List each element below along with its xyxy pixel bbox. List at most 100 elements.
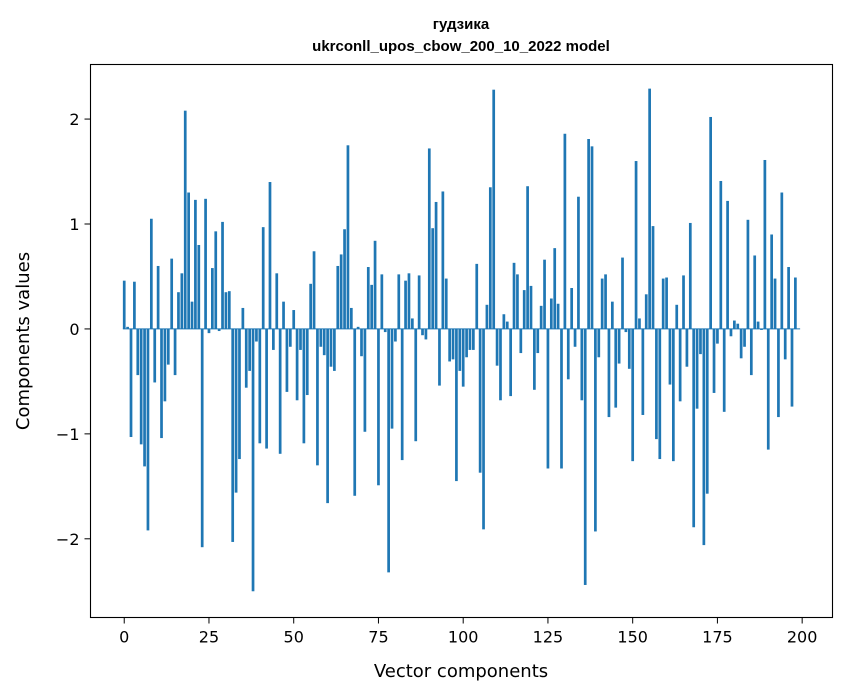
y-axis: −2 −1 0 1 2	[56, 110, 91, 549]
bar	[177, 292, 180, 329]
bar	[427, 148, 431, 329]
bar	[597, 328, 601, 358]
bar	[146, 328, 150, 531]
bar	[438, 328, 441, 386]
y-axis-label: Components values	[13, 252, 34, 430]
bar	[434, 201, 438, 329]
bar	[655, 328, 658, 440]
bar	[485, 304, 489, 329]
x-tick-label: 50	[284, 628, 304, 647]
bar	[766, 328, 770, 450]
bar	[329, 328, 333, 367]
bar	[587, 139, 590, 329]
bar	[241, 307, 245, 329]
bar	[705, 328, 709, 494]
bar	[448, 328, 451, 362]
bar	[183, 110, 187, 329]
bar	[295, 328, 299, 401]
bar	[475, 263, 479, 329]
bar	[634, 161, 638, 329]
bar	[509, 328, 513, 397]
bar	[122, 280, 126, 329]
bar	[695, 328, 699, 409]
bar	[763, 159, 767, 329]
bar	[712, 328, 716, 393]
bar	[522, 290, 526, 329]
y-tick-label: 0	[69, 320, 79, 339]
bar	[370, 284, 374, 329]
bar	[444, 278, 448, 329]
x-axis: 0 25 50 75 100 125 150 175 200	[119, 617, 817, 647]
bar	[488, 187, 492, 329]
bar	[617, 328, 621, 364]
bar	[566, 328, 570, 380]
bar	[648, 88, 651, 329]
bar	[529, 285, 533, 329]
x-tick-label: 100	[448, 628, 479, 647]
bar	[492, 89, 496, 329]
bar	[166, 328, 170, 365]
bar	[675, 304, 679, 329]
bar	[275, 273, 279, 329]
bar	[560, 328, 563, 469]
bar	[743, 328, 746, 347]
bar	[580, 328, 584, 401]
bar	[309, 283, 313, 329]
bar	[709, 116, 712, 329]
bar	[516, 274, 519, 329]
bar	[478, 328, 482, 473]
bar	[553, 248, 557, 329]
bar	[268, 182, 272, 329]
bar	[431, 228, 435, 329]
bar	[133, 281, 136, 329]
bar	[414, 328, 418, 442]
bar	[251, 328, 255, 592]
bar	[760, 328, 763, 330]
bar	[458, 328, 462, 371]
bar	[461, 328, 465, 387]
plot-frame	[89, 63, 834, 619]
bar	[153, 328, 157, 383]
bar	[316, 328, 319, 466]
bar	[363, 328, 367, 432]
bar	[790, 328, 794, 407]
bar	[533, 328, 536, 390]
bar	[360, 328, 363, 357]
bar	[604, 274, 607, 329]
bar	[322, 328, 326, 356]
bar	[424, 328, 428, 340]
bar	[190, 301, 194, 329]
bar	[353, 328, 357, 496]
bar	[421, 328, 424, 336]
bar	[197, 244, 201, 329]
bar	[594, 328, 597, 532]
bar	[621, 257, 624, 329]
bar	[299, 328, 302, 350]
bar	[265, 328, 268, 449]
bar	[390, 328, 394, 429]
bar	[160, 328, 163, 439]
bar	[590, 146, 594, 329]
bar	[702, 328, 706, 546]
bar	[410, 318, 414, 329]
bar	[610, 301, 614, 329]
bar	[377, 328, 380, 486]
bar	[651, 226, 655, 329]
bar	[685, 328, 689, 367]
y-tick-label: 2	[69, 110, 79, 129]
bar	[787, 267, 790, 329]
bar	[539, 305, 543, 329]
bar	[614, 328, 618, 408]
bar	[794, 277, 797, 329]
bar	[644, 294, 648, 329]
bar	[627, 328, 631, 369]
bar	[204, 198, 207, 329]
bar	[770, 234, 774, 329]
bar	[156, 265, 160, 329]
bar	[217, 328, 221, 332]
bar	[455, 328, 458, 482]
bar	[573, 328, 577, 347]
bar	[722, 328, 726, 412]
bar	[407, 273, 411, 329]
bar	[549, 298, 553, 329]
